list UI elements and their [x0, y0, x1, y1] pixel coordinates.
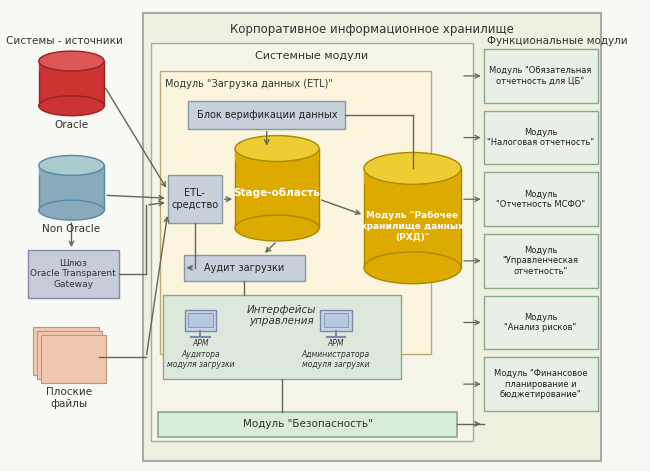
- Ellipse shape: [364, 153, 461, 184]
- Bar: [185, 309, 216, 332]
- Ellipse shape: [364, 252, 461, 284]
- Text: Плоские
файлы: Плоские файлы: [46, 387, 92, 409]
- Bar: [39, 61, 104, 71]
- Text: Системные модули: Системные модули: [255, 51, 368, 61]
- Text: Интерфейсы
управления: Интерфейсы управления: [247, 305, 317, 326]
- Text: ETL-
средство: ETL- средство: [171, 188, 218, 210]
- Text: Модуль
"Налоговая отчетность": Модуль "Налоговая отчетность": [487, 128, 594, 147]
- Bar: [484, 172, 597, 226]
- Bar: [188, 101, 345, 129]
- Bar: [161, 71, 431, 354]
- Bar: [159, 412, 458, 437]
- Text: Аудит загрузки: Аудит загрузки: [204, 263, 285, 273]
- Bar: [39, 165, 104, 210]
- Bar: [33, 327, 99, 375]
- Ellipse shape: [39, 96, 104, 116]
- Text: Блок верификации данных: Блок верификации данных: [196, 110, 337, 120]
- Bar: [188, 313, 213, 327]
- Ellipse shape: [39, 200, 104, 220]
- Text: Oracle: Oracle: [55, 120, 88, 130]
- Bar: [235, 148, 319, 228]
- Bar: [484, 296, 597, 349]
- Bar: [163, 295, 401, 379]
- Text: Non Oracle: Non Oracle: [42, 224, 101, 234]
- Text: Модуль "Загрузка данных (ETL)": Модуль "Загрузка данных (ETL)": [165, 79, 333, 89]
- Bar: [484, 234, 597, 288]
- Bar: [235, 148, 319, 162]
- Bar: [320, 309, 352, 332]
- Bar: [39, 165, 104, 175]
- Bar: [168, 175, 222, 223]
- Bar: [39, 61, 104, 106]
- Text: АРМ
Аудитора
модуля загрузки: АРМ Аудитора модуля загрузки: [166, 340, 234, 369]
- Bar: [144, 13, 601, 461]
- Text: Модуль
"Анализ рисков": Модуль "Анализ рисков": [504, 313, 577, 332]
- Text: Корпоративное информационное хранилище: Корпоративное информационное хранилище: [230, 23, 514, 36]
- Text: Системы - источники: Системы - источники: [6, 36, 123, 46]
- Text: Stage-область: Stage-область: [233, 187, 320, 197]
- Ellipse shape: [235, 136, 319, 162]
- Ellipse shape: [39, 155, 104, 175]
- Bar: [183, 255, 305, 281]
- Text: Модуль
"Отчетность МСФО": Модуль "Отчетность МСФО": [496, 189, 585, 209]
- Bar: [324, 313, 348, 327]
- Bar: [484, 49, 597, 103]
- Bar: [484, 357, 597, 411]
- Bar: [37, 332, 102, 379]
- Text: Модуль "Безопасность": Модуль "Безопасность": [243, 419, 373, 429]
- Bar: [41, 335, 106, 383]
- Bar: [364, 169, 461, 268]
- Text: Модуль "Финансовое
планирование и
бюджетирование": Модуль "Финансовое планирование и бюджет…: [494, 369, 588, 399]
- Text: Модуль "Обязательная
отчетность для ЦБ": Модуль "Обязательная отчетность для ЦБ": [489, 66, 592, 86]
- Text: Модуль "Рабочее
хранилище данных
(РХД)": Модуль "Рабочее хранилище данных (РХД)": [361, 211, 464, 241]
- Bar: [484, 111, 597, 164]
- Bar: [151, 43, 473, 441]
- Ellipse shape: [235, 215, 319, 241]
- Ellipse shape: [39, 51, 104, 71]
- Text: АРМ
Администратора
модуля загрузки: АРМ Администратора модуля загрузки: [302, 340, 370, 369]
- Text: Шлюз
Oracle Transparent
Gateway: Шлюз Oracle Transparent Gateway: [31, 259, 116, 289]
- Bar: [27, 250, 119, 298]
- Text: Модуль
"Управленческая
отчетность": Модуль "Управленческая отчетность": [502, 246, 578, 276]
- Bar: [364, 169, 461, 184]
- Text: Функциональные модули: Функциональные модули: [488, 36, 628, 46]
